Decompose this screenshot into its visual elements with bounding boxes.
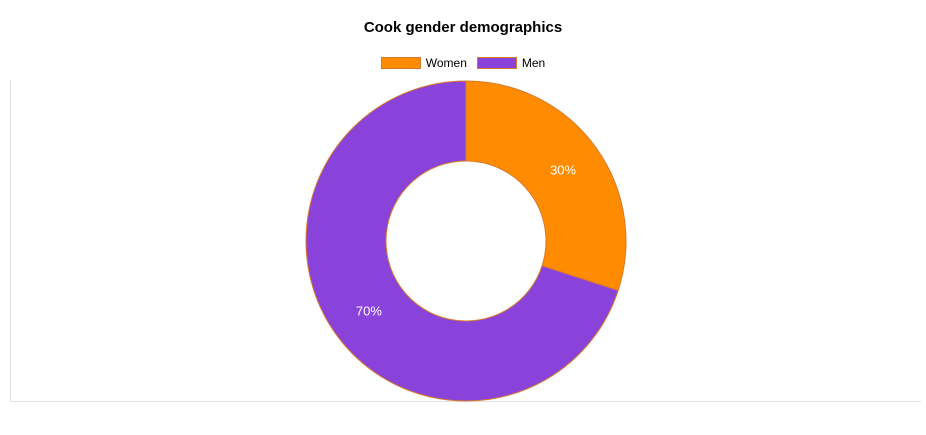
legend-item-men[interactable]: Men [476, 56, 546, 70]
legend-swatch-women [380, 57, 421, 69]
slice-men[interactable] [305, 80, 619, 402]
legend-label-men: Men [521, 56, 546, 70]
legend-label-women: Women [425, 56, 467, 70]
chart-title: Cook gender demographics [363, 19, 563, 36]
legend-item-women[interactable]: Women [380, 56, 467, 70]
slice-label-women: 30% [550, 162, 576, 177]
slice-label-men: 70% [356, 304, 382, 319]
legend: Women Men [0, 56, 926, 70]
slice-women[interactable] [465, 80, 627, 292]
legend-swatch-men [476, 57, 517, 69]
